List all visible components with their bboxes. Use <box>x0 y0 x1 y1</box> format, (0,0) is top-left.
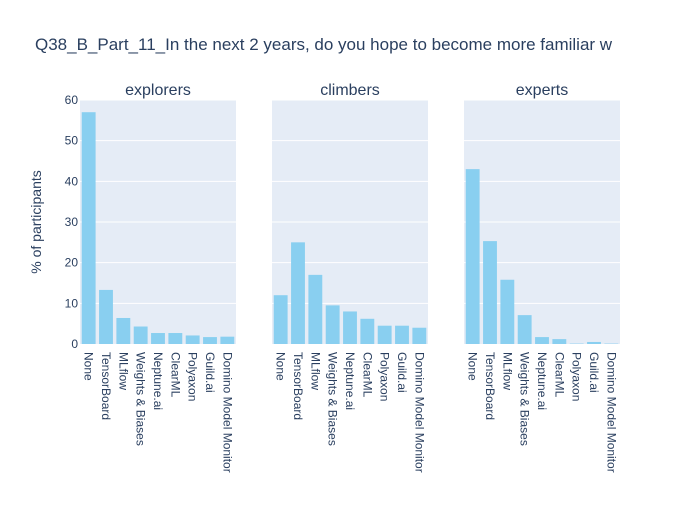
y-tick-label: 40 <box>65 174 79 188</box>
bar-explorers-0 <box>82 112 96 344</box>
y-tick-label: 50 <box>65 134 79 148</box>
bar-experts-5 <box>552 339 566 344</box>
x-tick-label: None <box>82 352 96 381</box>
x-tick-label: None <box>466 352 480 381</box>
y-tick-label: 0 <box>71 337 78 351</box>
bar-climbers-0 <box>274 295 288 344</box>
bar-climbers-8 <box>412 328 426 344</box>
x-tick-label: Guild.ai <box>395 352 409 393</box>
x-tick-label: Guild.ai <box>587 352 601 393</box>
x-tick-label: Polyaxon <box>378 352 392 401</box>
y-axis-label: % of participants <box>28 170 44 274</box>
x-tick-label: MLflow <box>116 352 130 390</box>
bar-explorers-2 <box>116 318 130 344</box>
bar-explorers-1 <box>99 290 113 344</box>
panel-title: explorers <box>125 82 191 99</box>
y-tick-label: 20 <box>65 256 79 270</box>
bar-experts-0 <box>466 169 480 344</box>
x-tick-label: TensorBoard <box>291 352 305 420</box>
x-tick-label: Neptune.ai <box>151 352 165 410</box>
bar-experts-7 <box>587 342 601 344</box>
x-tick-label: Domino Model Monitor <box>220 352 234 473</box>
x-tick-label: ClearML <box>552 352 566 398</box>
x-tick-label: Weights & Biases <box>518 352 532 446</box>
panel-title: experts <box>516 82 568 99</box>
panel-title: climbers <box>320 82 380 99</box>
bar-climbers-7 <box>395 326 409 344</box>
bar-explorers-3 <box>134 327 148 344</box>
x-tick-label: MLflow <box>308 352 322 390</box>
x-tick-label: Polyaxon <box>570 352 584 401</box>
bar-climbers-6 <box>378 326 392 344</box>
bar-climbers-3 <box>326 305 340 344</box>
x-tick-label: Neptune.ai <box>535 352 549 410</box>
x-tick-label: Polyaxon <box>186 352 200 401</box>
chart-title: Q38_B_Part_11_In the next 2 years, do yo… <box>35 35 613 54</box>
bar-climbers-4 <box>343 311 357 344</box>
x-tick-label: Domino Model Monitor <box>604 352 618 473</box>
bar-explorers-5 <box>168 333 182 344</box>
x-tick-label: TensorBoard <box>483 352 497 420</box>
bar-experts-1 <box>483 241 497 344</box>
bar-experts-3 <box>518 315 532 344</box>
x-tick-label: ClearML <box>360 352 374 398</box>
x-tick-label: Neptune.ai <box>343 352 357 410</box>
bar-experts-4 <box>535 337 549 344</box>
x-tick-label: Weights & Biases <box>326 352 340 446</box>
x-tick-label: TensorBoard <box>99 352 113 420</box>
bar-explorers-8 <box>220 337 234 344</box>
x-tick-label: None <box>274 352 288 381</box>
bar-explorers-7 <box>203 337 217 344</box>
y-tick-label: 30 <box>65 215 79 229</box>
x-tick-label: Domino Model Monitor <box>412 352 426 473</box>
y-tick-label: 10 <box>65 296 79 310</box>
y-tick-label: 60 <box>65 93 79 107</box>
bar-climbers-1 <box>291 242 305 344</box>
bar-explorers-6 <box>186 335 200 344</box>
x-tick-label: Guild.ai <box>203 352 217 393</box>
bar-climbers-5 <box>360 319 374 344</box>
x-tick-label: Weights & Biases <box>134 352 148 446</box>
x-tick-label: ClearML <box>168 352 182 398</box>
bar-experts-2 <box>500 280 514 344</box>
x-tick-label: MLflow <box>500 352 514 390</box>
bar-explorers-4 <box>151 333 165 344</box>
bar-climbers-2 <box>308 275 322 344</box>
